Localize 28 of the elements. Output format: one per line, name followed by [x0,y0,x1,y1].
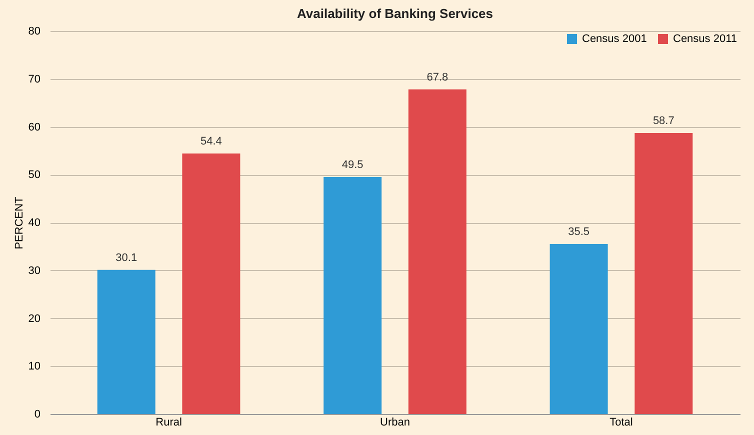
x-tick-label: Urban [380,416,410,428]
y-tick-label: 40 [28,217,40,229]
legend-label: Census 2001 [582,33,647,45]
y-axis-title: PERCENT [13,196,26,250]
legend-label: Census 2011 [673,33,738,45]
bar [408,89,466,414]
data-label: 54.4 [200,136,222,148]
chart-title: Availability of Banking Services [296,6,494,21]
bar [550,244,608,414]
data-label: 49.5 [342,159,364,172]
bar [324,177,382,414]
y-tick-label: 30 [28,264,40,277]
bar [634,132,693,414]
y-tick-label: 60 [28,121,40,134]
bar [97,270,156,414]
data-label: 67.8 [426,71,448,84]
data-label: 30.1 [116,252,138,264]
x-tick-label: Rural [156,416,182,428]
y-tick-label: 70 [28,73,40,86]
y-tick-label: 80 [28,26,40,38]
y-tick-label: 50 [28,169,40,182]
bar [182,154,240,414]
data-label: 35.5 [568,226,590,238]
y-tick-label: 10 [28,360,40,373]
data-label: 58.7 [652,114,674,127]
y-tick-label: 20 [28,312,40,325]
x-tick-label: Total [610,416,633,428]
y-tick-label: 0 [34,408,40,420]
